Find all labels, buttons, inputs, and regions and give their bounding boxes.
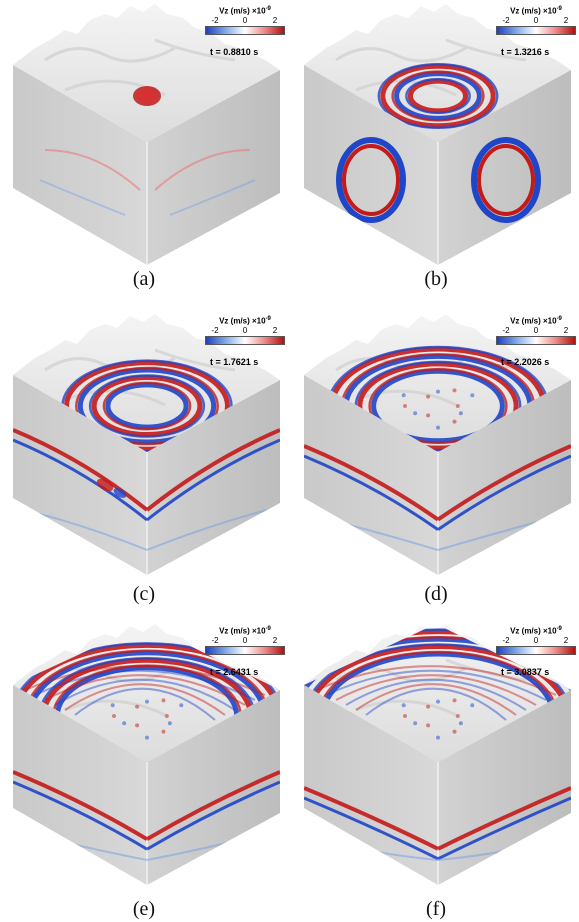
colorbar: Vz (m/s) ×10-9 -2 0 2 <box>496 626 576 655</box>
colorbar-tick: 2 <box>563 325 569 335</box>
colorbar-tick: 0 <box>242 325 248 335</box>
panel-f: Vz (m/s) ×10-9 -2 0 2 t = 3.0837 s <box>296 620 576 920</box>
cube-left-face <box>13 65 147 265</box>
wavefield-cube-c <box>13 314 280 575</box>
colorbar-gradient <box>496 25 576 35</box>
caption-e: (e) <box>132 898 156 920</box>
cube-left-face <box>304 685 438 885</box>
time-label: t = 3.0837 s <box>501 667 550 677</box>
panel-e: Vz (m/s) ×10-9 -2 0 2 t = 2.6431 s <box>5 620 285 920</box>
colorbar-tick: -2 <box>211 635 219 645</box>
wavefield-cube-b <box>304 4 571 265</box>
colorbar-tick: -2 <box>502 325 510 335</box>
colorbar-label: Vz (m/s) ×10-9 <box>510 316 562 326</box>
cube-right-face <box>438 70 571 265</box>
time-label: t = 1.7621 s <box>210 357 259 367</box>
colorbar: Vz (m/s) ×10-9 -2 0 2 <box>496 6 576 35</box>
panel-d: Vz (m/s) ×10-9 -2 0 2 t = 2.2026 s <box>296 310 576 610</box>
colorbar-gradient <box>205 335 285 345</box>
colorbar-tick: 0 <box>533 635 539 645</box>
colorbar-tick: 2 <box>272 325 278 335</box>
colorbar: Vz (m/s) ×10-9 -2 0 2 <box>205 6 285 35</box>
cube-left-face <box>304 375 438 575</box>
colorbar-tick: -2 <box>211 15 219 25</box>
cube-left-face <box>13 685 147 885</box>
colorbar-tick: 2 <box>563 15 569 25</box>
colorbar-tick: -2 <box>502 15 510 25</box>
colorbar-tick: 2 <box>563 635 569 645</box>
wavefield-cube-e <box>13 624 280 885</box>
time-label: t = 2.2026 s <box>501 357 550 367</box>
time-label: t = 2.6431 s <box>210 667 259 677</box>
colorbar-gradient <box>205 25 285 35</box>
time-label: t = 0.8810 s <box>210 47 259 57</box>
colorbar-label: Vz (m/s) ×10-9 <box>510 6 562 16</box>
colorbar-tick: 0 <box>242 15 248 25</box>
colorbar-tick: -2 <box>211 325 219 335</box>
caption-c: (c) <box>132 583 156 605</box>
colorbar: Vz (m/s) ×10-9 -2 0 2 <box>205 626 285 655</box>
colorbar-label: Vz (m/s) ×10-9 <box>219 626 271 636</box>
caption-a: (a) <box>132 268 156 290</box>
cube-right-face <box>438 690 571 885</box>
cube-right-face <box>147 70 280 265</box>
caption-b: (b) <box>424 268 448 290</box>
panel-c: Vz (m/s) ×10-9 -2 0 2 t = 1.7621 s <box>5 310 285 610</box>
cube-top-surface <box>304 314 571 452</box>
colorbar-gradient <box>496 645 576 655</box>
panel-a: Vz (m/s) ×10-9 -2 0 2 t = 0.8810 s <box>5 0 285 300</box>
colorbar-label: Vz (m/s) ×10-9 <box>510 626 562 636</box>
time-label: t = 1.3216 s <box>501 47 550 57</box>
caption-f: (f) <box>426 898 446 920</box>
colorbar-tick: 0 <box>533 15 539 25</box>
panel-b: Vz (m/s) ×10-9 -2 0 2 t = 1.3216 s <box>296 0 576 300</box>
colorbar-tick: 2 <box>272 635 278 645</box>
colorbar-gradient <box>496 335 576 345</box>
caption-d: (d) <box>424 583 448 605</box>
colorbar-tick: 2 <box>272 15 278 25</box>
colorbar-label: Vz (m/s) ×10-9 <box>219 316 271 326</box>
cube-left-face <box>304 65 438 265</box>
wavefield-cube-a <box>13 4 280 265</box>
wavefield-cube-f <box>304 624 571 885</box>
colorbar-tick: -2 <box>502 635 510 645</box>
colorbar-tick: 0 <box>533 325 539 335</box>
cube-right-face <box>147 690 280 885</box>
colorbar-tick: 0 <box>242 635 248 645</box>
colorbar: Vz (m/s) ×10-9 -2 0 2 <box>496 316 576 345</box>
colorbar: Vz (m/s) ×10-9 -2 0 2 <box>205 316 285 345</box>
wavefield-cube-d <box>304 314 571 575</box>
colorbar-label: Vz (m/s) ×10-9 <box>219 6 271 16</box>
cube-top-surface <box>13 4 280 142</box>
cube-top-surface <box>13 624 280 762</box>
colorbar-gradient <box>205 645 285 655</box>
cube-right-face <box>147 380 280 575</box>
